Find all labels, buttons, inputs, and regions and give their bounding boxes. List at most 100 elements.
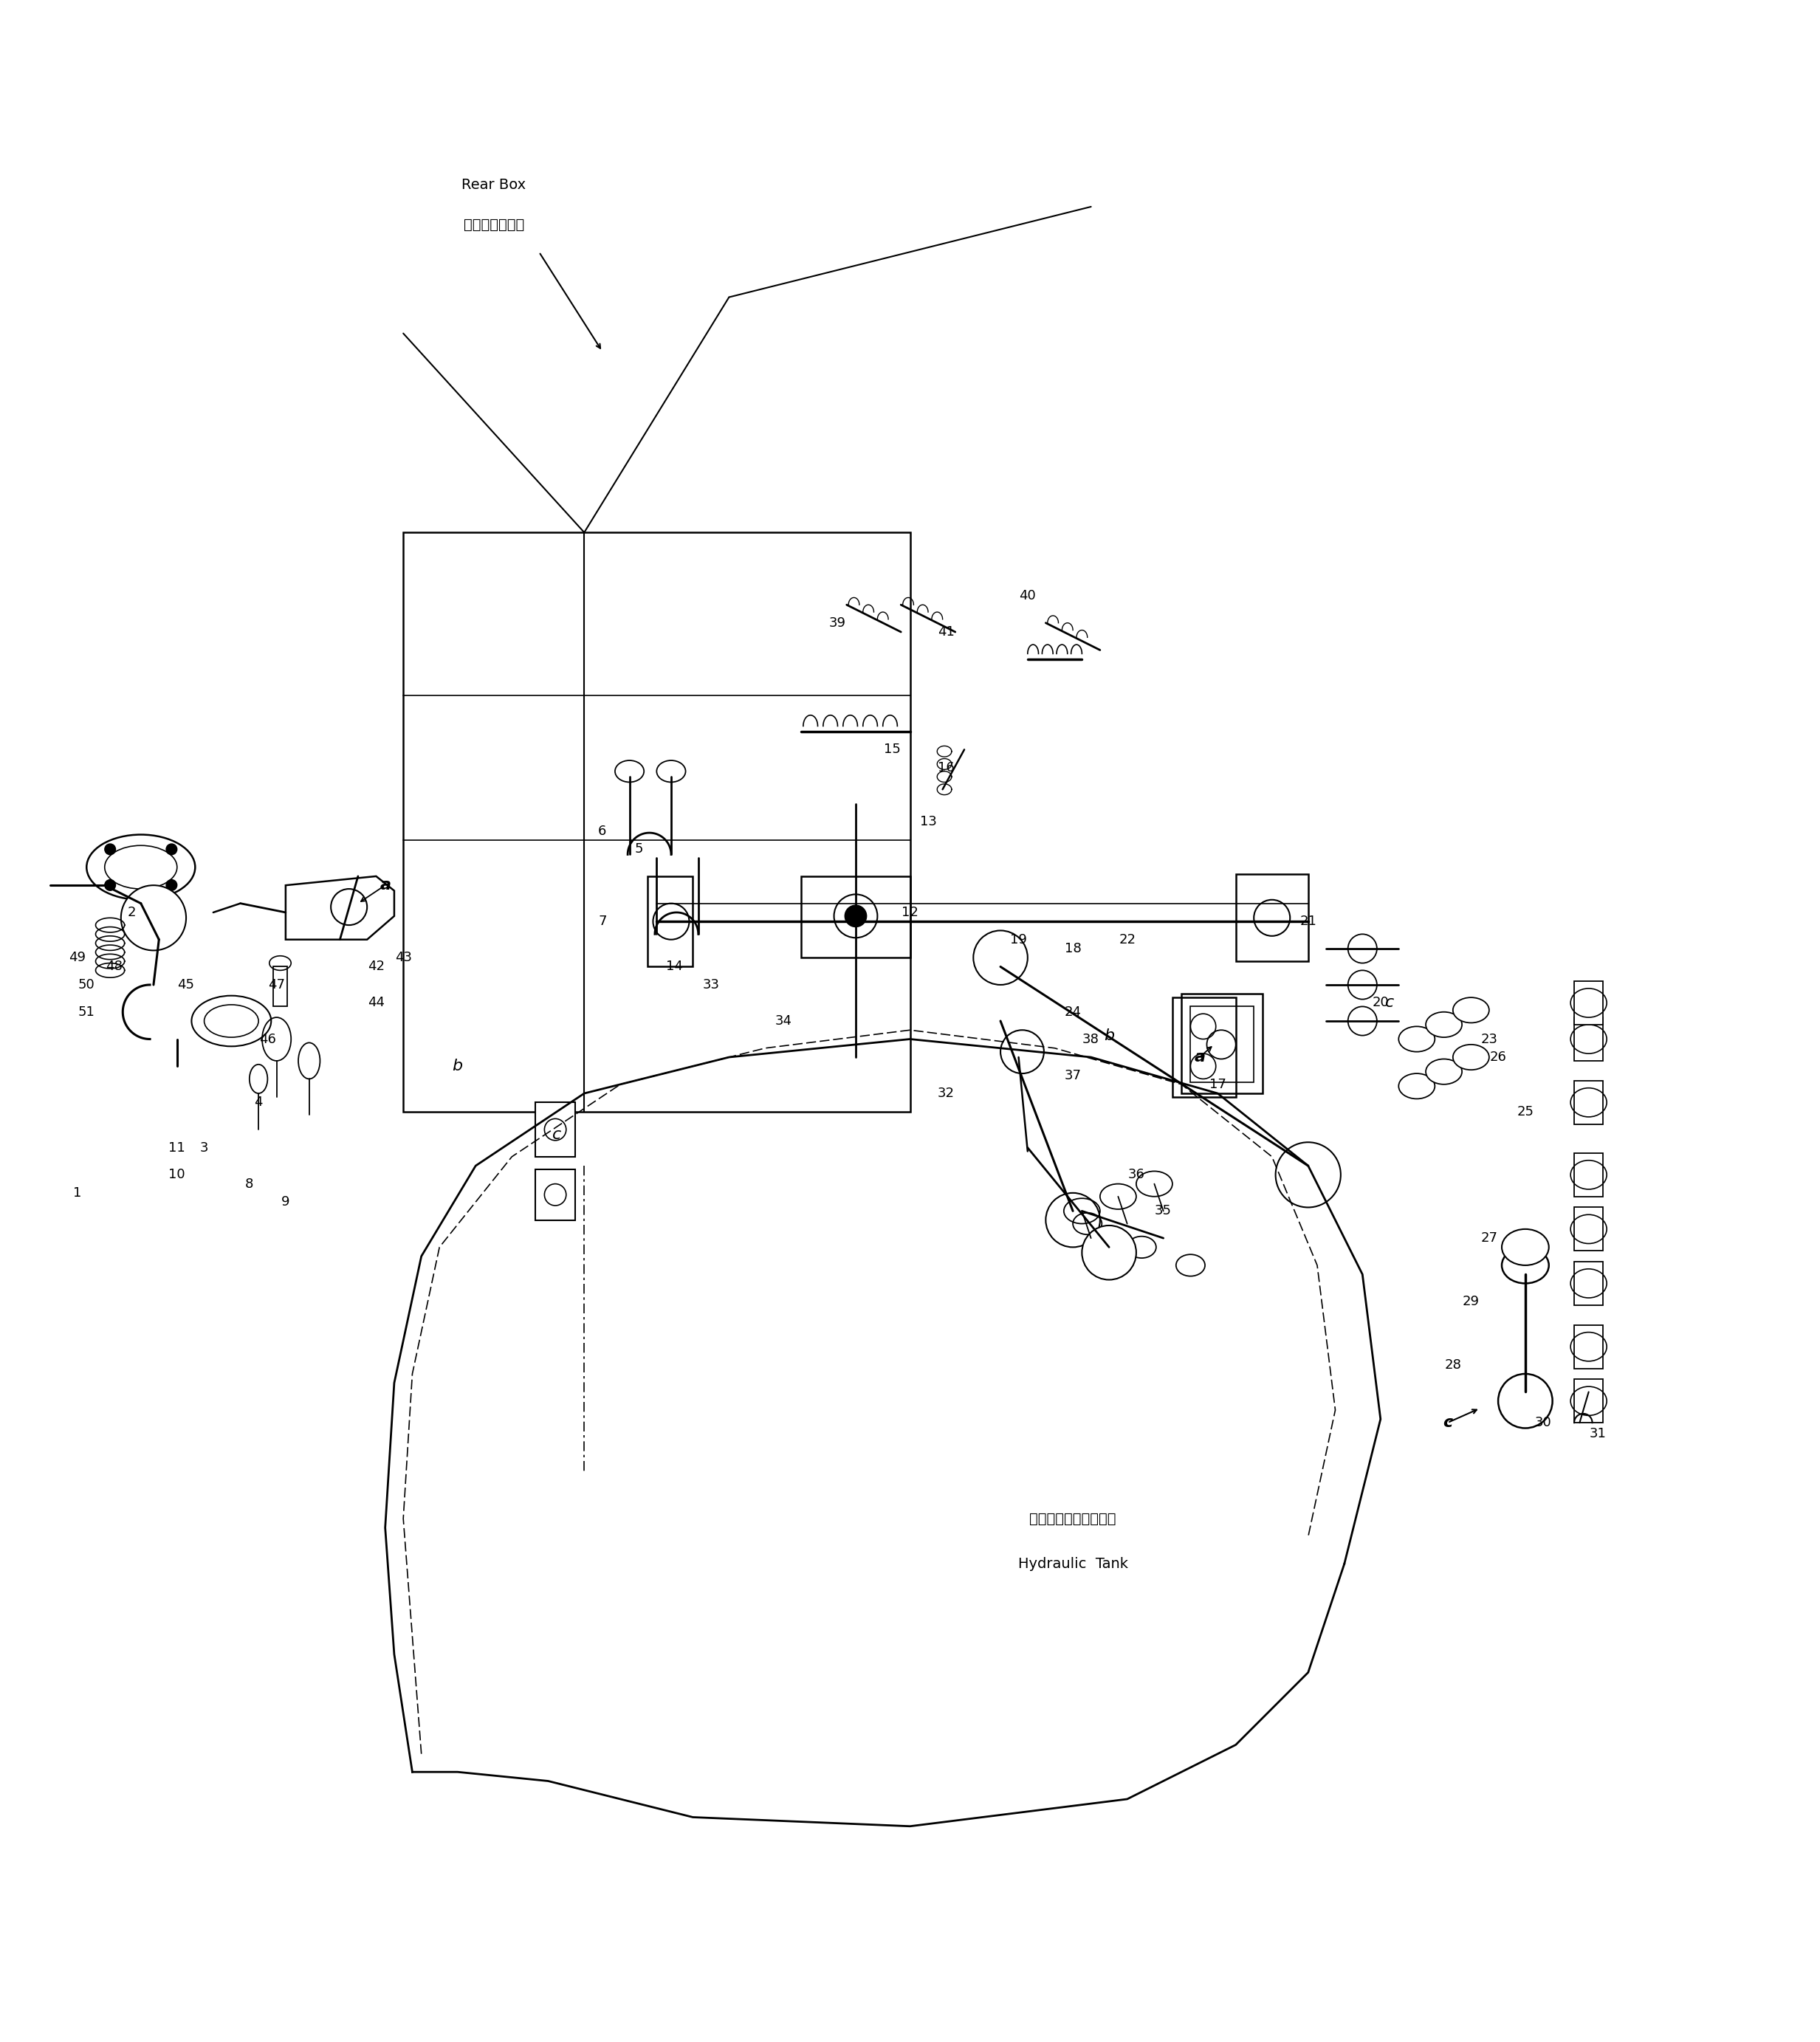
Text: 7: 7 (599, 915, 606, 929)
Text: 11: 11 (169, 1141, 186, 1154)
Text: 26: 26 (1491, 1050, 1507, 1064)
Text: 30: 30 (1534, 1415, 1552, 1429)
Polygon shape (286, 876, 395, 939)
Text: 22: 22 (1119, 933, 1136, 945)
Text: 2: 2 (127, 907, 136, 919)
Circle shape (120, 886, 186, 950)
Text: a: a (380, 878, 391, 892)
Text: 23: 23 (1481, 1033, 1498, 1046)
Text: 20: 20 (1372, 996, 1389, 1009)
Text: c: c (1443, 1415, 1452, 1429)
Text: b: b (453, 1060, 462, 1074)
Text: b: b (1105, 1027, 1114, 1043)
Ellipse shape (1398, 1027, 1434, 1052)
Text: リヤーボックス: リヤーボックス (464, 218, 524, 233)
Text: 5: 5 (635, 843, 642, 856)
Text: 32: 32 (937, 1086, 956, 1101)
Text: 33: 33 (703, 978, 719, 992)
Bar (1574, 1017, 1603, 1060)
Text: 47: 47 (268, 978, 286, 992)
Ellipse shape (615, 760, 644, 782)
Bar (273, 966, 288, 1007)
Text: 4: 4 (255, 1097, 262, 1109)
Bar (648, 876, 693, 966)
Ellipse shape (1425, 1013, 1461, 1037)
Text: 13: 13 (919, 815, 937, 829)
Text: 14: 14 (666, 960, 682, 974)
Text: ハイドロリックタンク: ハイドロリックタンク (1030, 1511, 1116, 1525)
Text: 21: 21 (1299, 915, 1316, 929)
Circle shape (106, 843, 116, 856)
Circle shape (166, 880, 177, 890)
Text: 19: 19 (1010, 933, 1026, 945)
Bar (1574, 1262, 1603, 1305)
Circle shape (844, 905, 866, 927)
Circle shape (1498, 1374, 1552, 1427)
Text: 38: 38 (1083, 1033, 1099, 1046)
Text: 24: 24 (1065, 1005, 1081, 1019)
Text: 43: 43 (395, 952, 411, 964)
Text: c: c (1385, 996, 1394, 1011)
Text: 34: 34 (775, 1015, 792, 1027)
Bar (1190, 1007, 1254, 1082)
Text: 41: 41 (937, 625, 956, 639)
Text: 42: 42 (368, 960, 384, 974)
Ellipse shape (1452, 1046, 1489, 1070)
Text: 39: 39 (830, 617, 846, 629)
Text: 45: 45 (178, 978, 195, 992)
Bar (535, 1170, 575, 1219)
Ellipse shape (1502, 1229, 1549, 1266)
Text: 27: 27 (1481, 1231, 1498, 1246)
Text: 18: 18 (1065, 941, 1081, 956)
Text: 17: 17 (1208, 1078, 1227, 1090)
Circle shape (106, 880, 116, 890)
Text: Rear Box: Rear Box (462, 178, 526, 192)
Ellipse shape (1425, 1060, 1461, 1084)
Text: 25: 25 (1516, 1105, 1534, 1119)
Text: 12: 12 (901, 907, 919, 919)
Text: 9: 9 (282, 1195, 289, 1209)
Ellipse shape (657, 760, 686, 782)
Text: Hydraulic  Tank: Hydraulic Tank (1017, 1556, 1128, 1570)
Bar (1574, 1325, 1603, 1368)
Bar (1574, 1207, 1603, 1252)
Circle shape (166, 843, 177, 856)
Ellipse shape (1452, 996, 1489, 1023)
Bar (1172, 996, 1236, 1097)
Text: 1: 1 (73, 1186, 82, 1199)
Bar (801, 876, 910, 958)
Bar (404, 533, 910, 1111)
Text: 49: 49 (69, 952, 86, 964)
Ellipse shape (191, 996, 271, 1046)
Bar (1574, 1378, 1603, 1423)
Ellipse shape (1398, 1074, 1434, 1099)
Text: 29: 29 (1463, 1295, 1480, 1309)
Text: 40: 40 (1019, 588, 1036, 602)
Text: 3: 3 (200, 1141, 209, 1154)
Text: 8: 8 (246, 1178, 253, 1190)
Text: c: c (553, 1127, 562, 1141)
Bar (1574, 1154, 1603, 1197)
Ellipse shape (87, 835, 195, 901)
Text: 36: 36 (1128, 1168, 1145, 1182)
Text: 46: 46 (258, 1033, 277, 1046)
Text: 44: 44 (368, 996, 384, 1009)
Circle shape (1081, 1225, 1136, 1280)
Ellipse shape (1502, 1248, 1549, 1282)
Text: 37: 37 (1065, 1068, 1081, 1082)
Text: 10: 10 (169, 1168, 186, 1182)
Bar (1236, 874, 1309, 962)
Text: 48: 48 (106, 960, 122, 974)
Text: a: a (1194, 1050, 1205, 1064)
Text: 50: 50 (78, 978, 95, 992)
Text: 51: 51 (78, 1005, 95, 1019)
Circle shape (1001, 1029, 1045, 1074)
Text: 16: 16 (937, 762, 956, 774)
Text: 35: 35 (1156, 1205, 1172, 1217)
Text: 28: 28 (1445, 1358, 1461, 1372)
Text: 15: 15 (883, 743, 901, 756)
Bar (1574, 982, 1603, 1025)
Text: 31: 31 (1589, 1427, 1605, 1440)
Bar (1574, 1080, 1603, 1125)
Bar (535, 1103, 575, 1156)
